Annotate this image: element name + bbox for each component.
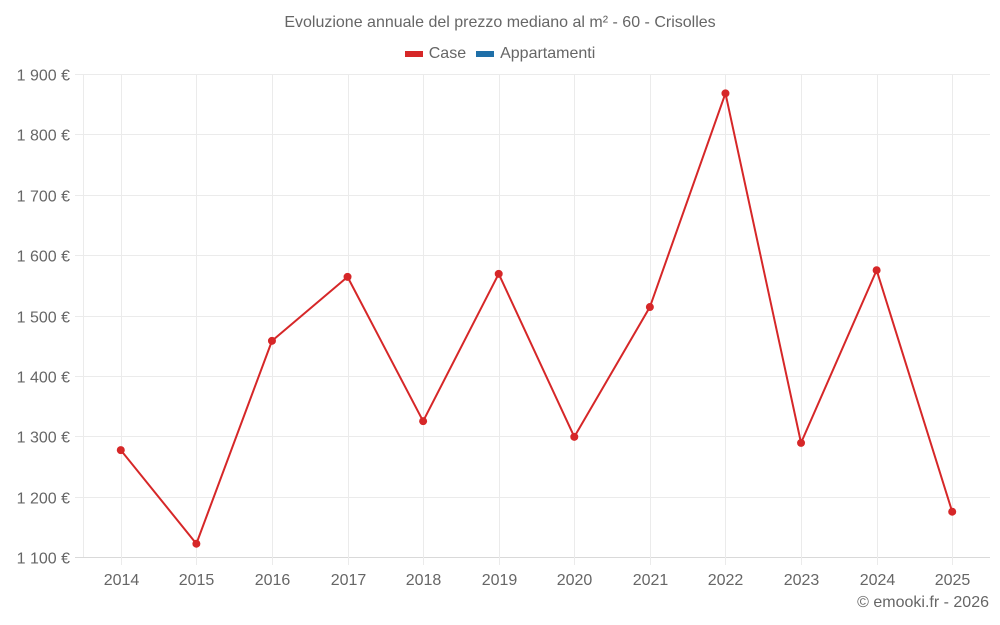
legend: Case Appartamenti [0,45,1000,63]
series-case [116,89,957,548]
y-tick-label: 1 600 € [17,249,70,266]
y-tick-label: 1 100 € [17,551,70,568]
x-tick-label: 2019 [482,572,518,589]
legend-item-case[interactable]: Case [404,45,467,63]
gridlines [75,74,990,565]
x-tick-label: 2024 [860,572,896,589]
data-point[interactable] [721,89,730,98]
series-line [120,92,954,545]
y-tick-label: 1 200 € [17,491,70,508]
data-point[interactable] [948,507,957,516]
data-point[interactable] [192,539,201,548]
legend-label-appartamenti: Appartamenti [500,45,596,62]
y-tick-label: 1 500 € [17,310,70,327]
y-tick-label: 1 800 € [17,128,70,145]
data-point[interactable] [494,269,503,278]
y-tick-label: 1 700 € [17,189,70,206]
x-axis: 2014 2015 2016 2017 2018 2019 2020 2021 2022 2023… [104,572,971,589]
data-point[interactable] [872,266,881,275]
data-point[interactable] [116,446,125,455]
x-tick-label: 2025 [935,572,971,589]
y-tick-label: 1 900 € [17,68,70,85]
legend-swatch-case [404,51,423,57]
data-point[interactable] [570,432,579,441]
copyright-footer: © emooki.fr - 2026 [857,594,989,611]
data-point[interactable] [343,272,352,281]
legend-item-appartamenti[interactable]: Appartamenti [476,45,595,63]
y-tick-label: 1 400 € [17,370,70,387]
y-axis: 1 100 € 1 200 € 1 300 € 1 400 € 1 500 € 1 600… [17,68,70,568]
legend-swatch-appartamenti [476,51,495,57]
x-tick-label: 2018 [406,572,442,589]
y-tick-label: 1 300 € [17,430,70,447]
x-tick-label: 2017 [331,572,367,589]
x-tick-label: 2014 [104,572,140,589]
data-point[interactable] [797,438,806,447]
x-tick-label: 2015 [179,572,215,589]
x-tick-label: 2020 [557,572,593,589]
data-point[interactable] [267,336,276,345]
legend-label-case: Case [428,45,467,62]
chart-title: Evoluzione annuale del prezzo mediano al… [284,14,716,31]
x-tick-label: 2022 [708,572,744,589]
data-point[interactable] [419,417,428,426]
x-tick-label: 2023 [784,572,820,589]
x-tick-label: 2021 [633,572,669,589]
data-point[interactable] [645,303,654,312]
x-tick-label: 2016 [255,572,291,589]
